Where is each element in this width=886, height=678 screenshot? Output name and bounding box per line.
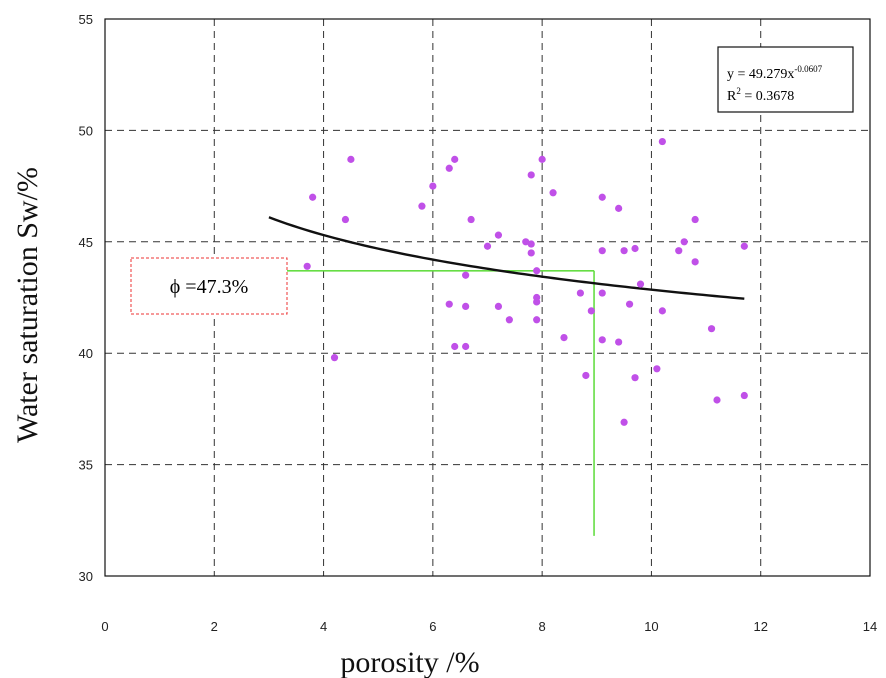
- data-point-31: [582, 372, 589, 379]
- data-point-55: [741, 392, 748, 399]
- y-axis-title: Water saturation Sw/%: [11, 167, 44, 443]
- data-point-37: [615, 205, 622, 212]
- data-point-40: [621, 419, 628, 426]
- data-point-33: [599, 194, 606, 201]
- data-point-27: [539, 156, 546, 163]
- data-point-9: [451, 156, 458, 163]
- x-tick-label-7: 14: [863, 619, 877, 634]
- fit-curve-layer: [269, 217, 744, 298]
- fit-equation-base: y = 49.279x: [727, 67, 794, 82]
- data-point-4: [347, 156, 354, 163]
- data-point-11: [462, 272, 469, 279]
- fit-curve: [269, 217, 744, 298]
- data-point-51: [692, 258, 699, 265]
- data-point-18: [506, 316, 513, 323]
- data-points: [304, 138, 748, 426]
- r-squared-value: = 0.3678: [741, 89, 794, 104]
- data-point-28: [549, 189, 556, 196]
- data-point-38: [615, 338, 622, 345]
- x-tick-label-2: 4: [320, 619, 327, 634]
- data-point-41: [626, 301, 633, 308]
- data-point-30: [577, 289, 584, 296]
- data-point-22: [528, 249, 535, 256]
- x-axis-title: porosity /%: [340, 646, 479, 678]
- data-point-29: [560, 334, 567, 341]
- data-point-35: [599, 289, 606, 296]
- data-point-3: [342, 216, 349, 223]
- data-point-5: [418, 203, 425, 210]
- data-point-50: [692, 216, 699, 223]
- data-point-34: [599, 247, 606, 254]
- x-tick-label-4: 8: [539, 619, 546, 634]
- y-tick-label-0: 30: [79, 569, 93, 584]
- data-point-45: [653, 365, 660, 372]
- data-point-53: [713, 396, 720, 403]
- data-point-0: [304, 263, 311, 270]
- annotation-text: ϕ =47.3%: [170, 276, 248, 298]
- data-point-12: [462, 303, 469, 310]
- equation-box: y = 49.279x-0.0607 R2 = 0.3678: [718, 47, 853, 112]
- data-point-36: [599, 336, 606, 343]
- data-point-49: [681, 238, 688, 245]
- data-point-26: [533, 316, 540, 323]
- data-point-1: [309, 194, 316, 201]
- x-tick-label-6: 12: [753, 619, 767, 634]
- x-tick-label-1: 2: [211, 619, 218, 634]
- data-point-44: [637, 281, 644, 288]
- data-point-2: [331, 354, 338, 361]
- data-point-39: [621, 247, 628, 254]
- y-tick-label-1: 35: [79, 458, 93, 473]
- data-point-15: [484, 243, 491, 250]
- x-tick-label-0: 0: [101, 619, 108, 634]
- data-point-8: [446, 301, 453, 308]
- data-point-48: [675, 247, 682, 254]
- y-tick-label-4: 50: [79, 123, 93, 138]
- data-point-13: [462, 343, 469, 350]
- guide-lines: [285, 271, 594, 536]
- data-point-20: [528, 171, 535, 178]
- y-tick-label-2: 40: [79, 346, 93, 361]
- data-point-32: [588, 307, 595, 314]
- data-point-17: [495, 303, 502, 310]
- data-point-16: [495, 232, 502, 239]
- fit-equation-exponent: -0.0607: [794, 64, 822, 74]
- x-tick-label-3: 6: [429, 619, 436, 634]
- data-point-14: [468, 216, 475, 223]
- data-point-54: [741, 243, 748, 250]
- data-point-23: [533, 267, 540, 274]
- x-tick-label-5: 10: [644, 619, 658, 634]
- porosity-annotation: ϕ =47.3%: [131, 258, 287, 314]
- data-point-10: [451, 343, 458, 350]
- data-point-21: [528, 240, 535, 247]
- y-tick-label-5: 55: [79, 12, 93, 27]
- data-point-47: [659, 307, 666, 314]
- data-point-43: [631, 374, 638, 381]
- data-point-52: [708, 325, 715, 332]
- data-point-6: [429, 183, 436, 190]
- data-point-7: [446, 165, 453, 172]
- y-tick-label-3: 45: [79, 235, 93, 250]
- data-point-25: [533, 298, 540, 305]
- data-point-46: [659, 138, 666, 145]
- data-point-42: [631, 245, 638, 252]
